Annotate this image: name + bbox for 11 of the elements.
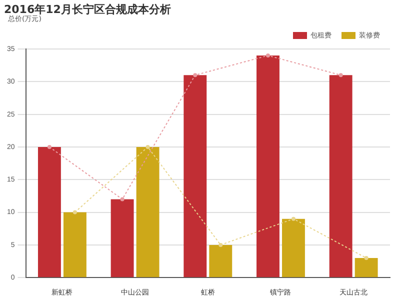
bar (354, 258, 378, 278)
bar (110, 199, 134, 278)
bar (63, 212, 86, 278)
bar (38, 146, 61, 278)
bar (256, 56, 280, 278)
bar (184, 75, 207, 278)
bar (209, 244, 232, 278)
chart-title: 2016年12月长宁区合规成本分析 (4, 2, 171, 16)
bar (136, 146, 160, 278)
bar (329, 75, 352, 278)
bar (282, 218, 305, 278)
